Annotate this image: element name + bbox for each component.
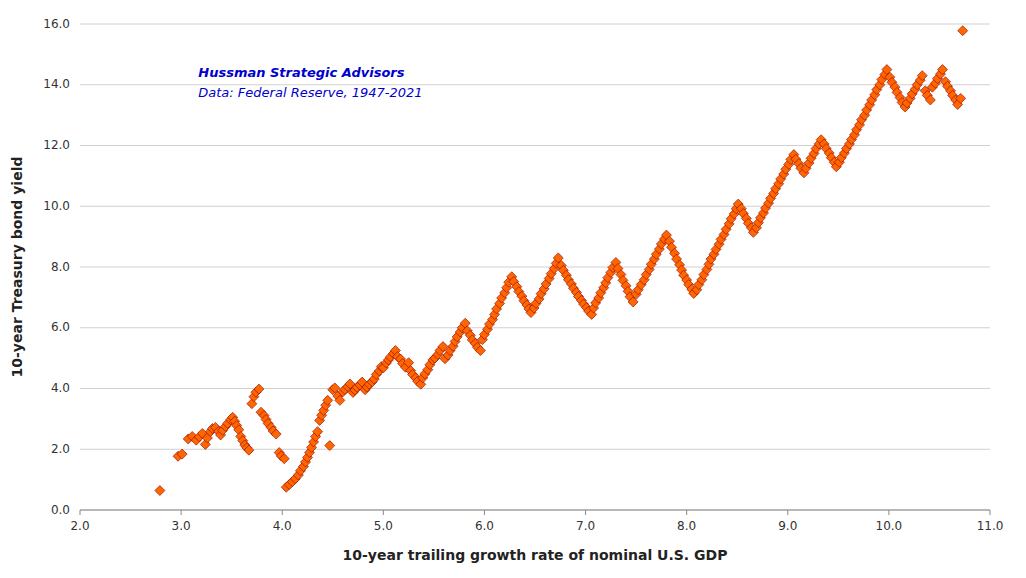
y-tick-label: 0.0 [51,503,70,517]
scatter-point [323,395,333,405]
scatter-point [177,449,187,459]
x-tick-label: 9.0 [778,519,797,533]
y-tick-label: 14.0 [43,77,70,91]
chart: 0.02.04.06.08.010.012.014.016.02.03.04.0… [0,0,1026,578]
points [155,26,968,496]
x-tick [80,510,81,515]
x-tick [787,510,788,515]
scatter-point [917,71,927,81]
annotation: Hussman Strategic Advisors [198,65,404,80]
x-tick-label: 3.0 [172,519,191,533]
x-tick-label: 2.0 [70,519,89,533]
x-tick-label: 4.0 [273,519,292,533]
y-axis-label: 10-year Treasury bond yield [9,157,25,378]
scatter-point [325,441,335,451]
scatter-point [937,65,947,75]
scatter-point [404,358,414,368]
x-tick [484,510,485,515]
y-tick-label: 2.0 [51,442,70,456]
y-tick-label: 16.0 [43,17,70,31]
scatter-point [271,429,281,439]
scatter-point [956,93,966,103]
chart-container: 0.02.04.06.08.010.012.014.016.02.03.04.0… [0,0,1026,578]
x-tick-label: 6.0 [475,519,494,533]
scatter-point [244,445,254,455]
x-tick-label: 7.0 [576,519,595,533]
x-tick [888,510,889,515]
x-tick-label: 8.0 [677,519,696,533]
x-axis-label: 10-year trailing growth rate of nominal … [343,547,728,563]
y-tick-label: 10.0 [43,199,70,213]
y-tick-label: 4.0 [51,381,70,395]
grid-line [80,267,990,268]
scatter-point [335,395,345,405]
grid-line [80,206,990,207]
x-tick [686,510,687,515]
scatter-point [254,384,264,394]
x-axis-line [80,510,990,511]
x-tick [990,510,991,515]
grid [80,24,990,510]
scatter-point [958,26,968,36]
y-tick-label: 12.0 [43,138,70,152]
annotation: Data: Federal Reserve, 1947-2021 [198,85,422,100]
grid-line [80,510,990,511]
grid-line [80,327,990,328]
scatter-point [460,318,470,328]
x-tick [181,510,182,515]
scatter-point [925,95,935,105]
scatter-point [475,346,485,356]
y-tick-label: 6.0 [51,320,70,334]
x-tick-label: 10.0 [876,519,903,533]
grid-line [80,449,990,450]
x-tick [383,510,384,515]
grid-line [80,24,990,25]
scatter-point [155,486,165,496]
x-tick-label: 5.0 [374,519,393,533]
scatter-point [313,427,323,437]
grid-line [80,388,990,389]
y-tick-label: 8.0 [51,260,70,274]
x-tick-label: 11.0 [977,519,1004,533]
x-tick [585,510,586,515]
scatter-point [279,454,289,464]
x-tick [282,510,283,515]
